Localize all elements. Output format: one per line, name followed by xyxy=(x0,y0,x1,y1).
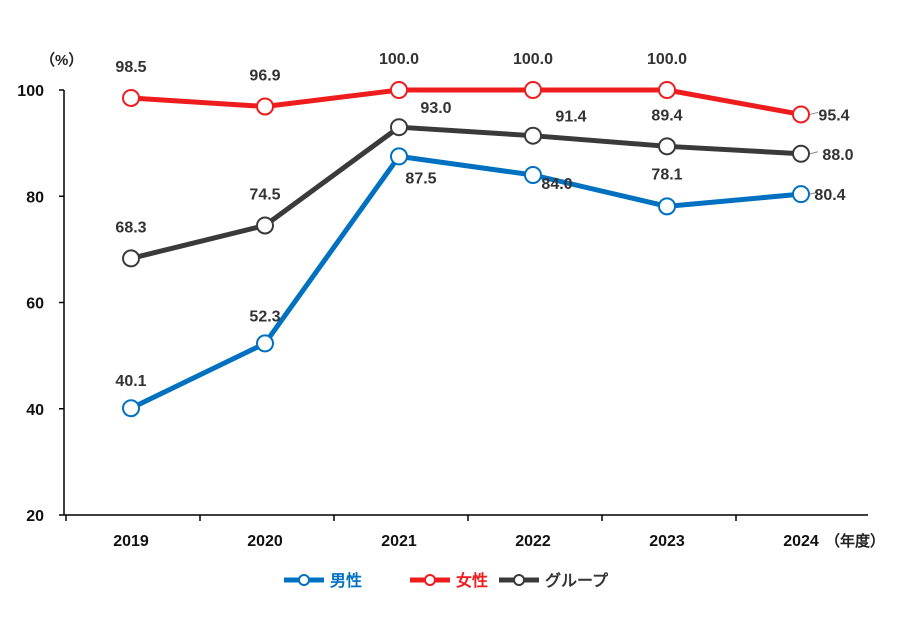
data-label: 88.0 xyxy=(822,147,853,164)
data-label: 100.0 xyxy=(647,51,687,68)
x-unit-label: （年度） xyxy=(825,532,885,550)
legend: 男性 女性 グループ xyxy=(284,571,609,590)
data-label: 100.0 xyxy=(513,51,553,68)
series-point-0 xyxy=(256,334,274,353)
data-label: 78.1 xyxy=(651,166,682,183)
y-tick-label: 40 xyxy=(26,402,44,419)
data-label: 80.4 xyxy=(814,187,845,204)
data-label-leader xyxy=(809,191,819,195)
legend-marker-2 xyxy=(513,574,525,586)
data-label: 52.3 xyxy=(249,308,280,325)
legend-label-0: 男性 xyxy=(330,571,362,590)
series-point-1 xyxy=(524,81,542,99)
y-ticks: 20 40 60 80 100 xyxy=(17,83,64,525)
series-point-1 xyxy=(390,81,408,99)
series-point-2 xyxy=(122,249,140,268)
series-line-0 xyxy=(129,153,802,411)
data-label: 98.5 xyxy=(115,59,146,76)
data-label: 74.5 xyxy=(249,186,280,203)
data-label: 100.0 xyxy=(379,51,419,68)
x-tick-label: 2021 xyxy=(381,533,417,550)
data-label: 96.9 xyxy=(249,67,280,84)
series-point-1 xyxy=(256,97,274,116)
series-point-1 xyxy=(122,88,140,107)
data-label: 84.0 xyxy=(541,176,572,193)
series-point-1 xyxy=(658,81,676,99)
x-tick-label: 2020 xyxy=(247,533,283,550)
axes xyxy=(63,90,868,516)
x-tick-label: 2019 xyxy=(113,533,149,550)
series-point-2 xyxy=(524,126,542,145)
data-label: 68.3 xyxy=(115,219,146,236)
series-point-0 xyxy=(390,147,408,166)
data-label: 95.4 xyxy=(818,107,849,124)
y-unit-label: （%） xyxy=(40,51,83,69)
x-tick-label: 2022 xyxy=(515,533,551,550)
y-tick-label: 80 xyxy=(26,189,44,206)
x-tick-label: 2023 xyxy=(649,533,685,550)
y-tick-label: 100 xyxy=(17,83,44,100)
series-point-2 xyxy=(658,137,676,156)
data-label: 89.4 xyxy=(651,107,682,124)
series-line-2 xyxy=(130,124,802,261)
series-point-2 xyxy=(792,144,810,163)
data-label-leader xyxy=(809,151,819,155)
series-point-0 xyxy=(658,197,676,216)
series-point-0 xyxy=(524,166,542,184)
series-point-2 xyxy=(390,118,408,137)
legend-label-1: 女性 xyxy=(456,571,488,590)
data-label: 40.1 xyxy=(115,373,146,390)
legend-marker-0 xyxy=(298,574,310,586)
y-tick-label: 60 xyxy=(26,296,44,313)
series-point-1 xyxy=(792,105,810,124)
y-tick-label: 20 xyxy=(26,508,44,525)
series-point-0 xyxy=(122,399,140,418)
data-labels: 40.1 52.3 87.5 84.0 78.1 80.4 98.5 96.9 100.0 100… xyxy=(115,51,853,390)
data-label-leader xyxy=(809,111,819,115)
data-label: 87.5 xyxy=(405,170,436,187)
series-point-0 xyxy=(792,185,810,204)
legend-marker-1 xyxy=(424,574,436,586)
series-layer xyxy=(122,81,810,418)
data-label: 93.0 xyxy=(420,100,451,117)
x-tick-label: 2024 xyxy=(783,533,819,550)
x-ticks: 2019 2020 2021 2022 2023 2024 xyxy=(65,515,819,550)
data-label: 91.4 xyxy=(555,109,586,126)
series-line-1 xyxy=(130,87,802,117)
series-point-2 xyxy=(256,216,274,235)
legend-label-2: グループ xyxy=(545,571,609,590)
